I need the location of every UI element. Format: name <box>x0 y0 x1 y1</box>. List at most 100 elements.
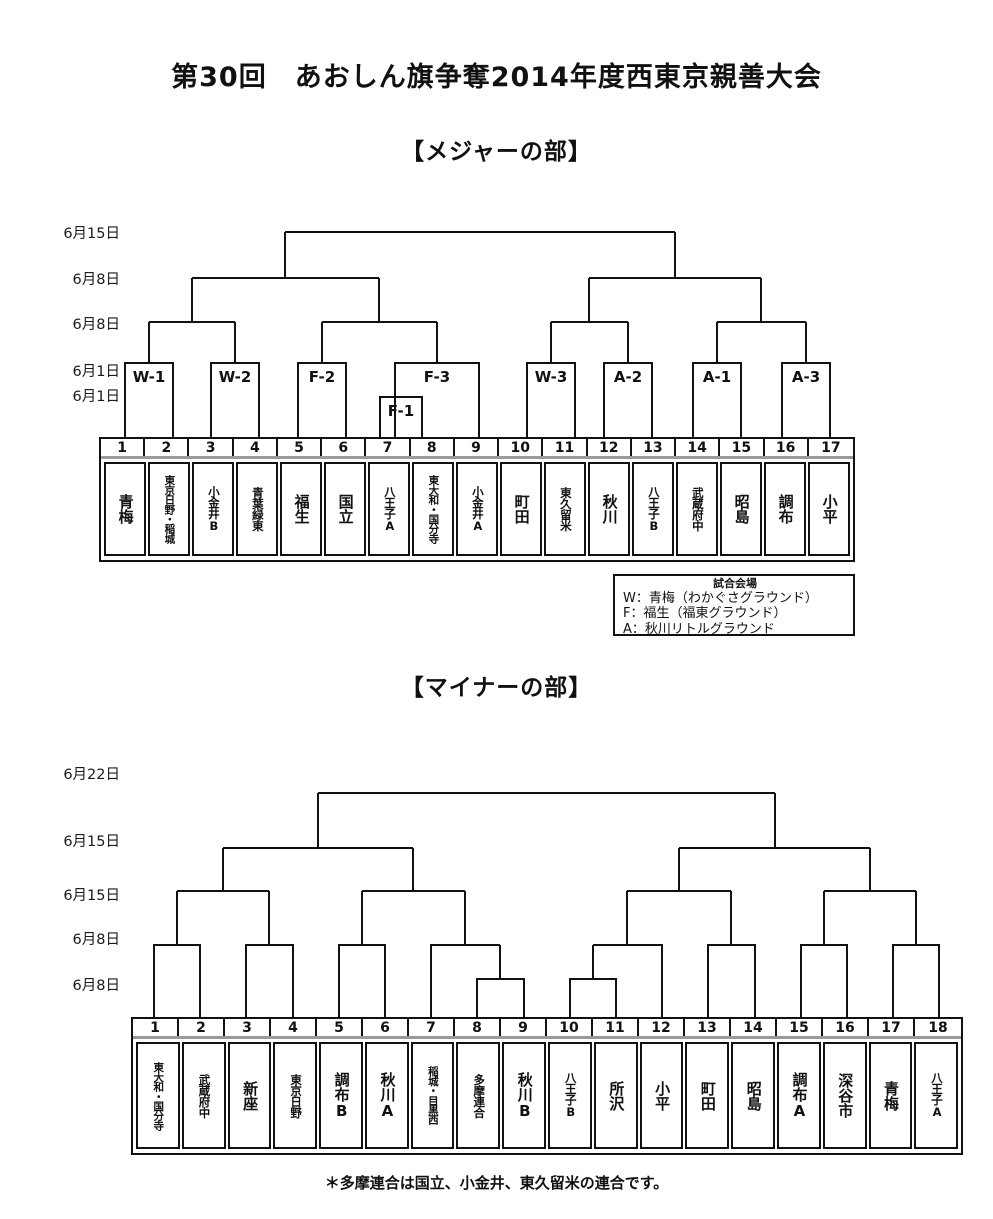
major-team-cell[interactable]: 東大和・国分寺 <box>412 462 454 556</box>
major-seed-number: 12 <box>588 439 632 456</box>
major-team-name: 小平 <box>820 494 839 524</box>
major-team-cell[interactable]: 昭島 <box>720 462 762 556</box>
major-date-label-1: 6月15日 <box>63 226 120 242</box>
minor-team-cell[interactable]: 八王子B <box>548 1042 592 1149</box>
major-team-name: 東京日野・稲城 <box>163 475 176 543</box>
major-team-cell[interactable]: 秋川 <box>588 462 630 556</box>
major-team-name: 福生 <box>292 494 311 524</box>
minor-team-name: 八王子A <box>930 1072 945 1119</box>
minor-date-label-4: 6月8日 <box>72 932 120 948</box>
major-team-cell[interactable]: 調布 <box>764 462 806 556</box>
minor-team-cell[interactable]: 稲城・目黒西 <box>410 1042 455 1149</box>
major-team-cell[interactable]: 武蔵府中 <box>676 462 718 556</box>
match-label-a2: A-2 <box>613 368 643 386</box>
major-team-name: 東大和・国分寺 <box>427 475 440 543</box>
major-seed-number: 16 <box>765 439 809 456</box>
major-team-name: 八王子B <box>646 485 661 533</box>
venue-line-a: A：秋川リトルグラウンド <box>623 621 775 637</box>
minor-team-cell[interactable]: 多摩連合 <box>456 1042 501 1149</box>
major-date-label-2: 6月8日 <box>72 272 120 288</box>
major-date-label-5: 6月1日 <box>72 389 120 405</box>
minor-date-label-3: 6月15日 <box>63 888 120 904</box>
major-section-title: 【メジャーの部】 <box>401 139 592 165</box>
major-date-label-4: 6月1日 <box>72 364 120 380</box>
venue-line-f: F：福生（福東グラウンド） <box>623 606 787 622</box>
venue-legend: 試合会場 W：青梅（わかぐさグラウンド） F：福生（福東グラウンド） A：秋川リ… <box>613 574 855 637</box>
match-label-a3: A-3 <box>791 368 821 386</box>
minor-team-name: 稲城・目黒西 <box>426 1066 439 1125</box>
major-team-name: 青梅 <box>116 494 135 524</box>
minor-seed-number: 14 <box>731 1019 777 1036</box>
major-team-cell[interactable]: 国立 <box>324 462 366 556</box>
minor-seed-number: 9 <box>501 1019 547 1036</box>
minor-team-cell[interactable]: 八王子A <box>914 1042 959 1149</box>
major-team-name: 青葉緑東 <box>250 487 265 531</box>
minor-team-cell[interactable]: 新座 <box>227 1042 272 1149</box>
venue-legend-title: 試合会場 <box>713 577 757 590</box>
minor-team-cell[interactable]: 武蔵府中 <box>181 1042 226 1149</box>
minor-team-cell[interactable]: 町田 <box>685 1042 730 1149</box>
major-team-cell[interactable]: 八王子A <box>368 462 410 556</box>
major-team-cell[interactable]: 町田 <box>500 462 542 556</box>
major-team-cell[interactable]: 小金井B <box>192 462 234 556</box>
major-team-name: 国立 <box>336 494 355 524</box>
minor-seed-number: 3 <box>225 1019 271 1036</box>
minor-team-name: 東京日野 <box>289 1073 304 1118</box>
minor-team-cell[interactable]: 調布B <box>319 1042 363 1149</box>
major-team-strip: 1 2 3 4 5 6 7 8 9 10 11 12 13 14 15 16 17 青梅 東京日野・稲城 小金井B 青… <box>99 437 855 562</box>
major-team-cell[interactable]: 青梅 <box>104 462 146 556</box>
major-bracket-lines <box>147 230 808 362</box>
major-team-cell[interactable]: 青葉緑東 <box>236 462 278 556</box>
minor-team-cell[interactable]: 昭島 <box>731 1042 775 1149</box>
minor-team-cell[interactable]: 小平 <box>639 1042 684 1149</box>
minor-seed-number: 18 <box>928 1019 948 1036</box>
major-team-cell[interactable]: 福生 <box>280 462 322 556</box>
minor-team-name: 調布A <box>790 1071 809 1120</box>
minor-team-name: 深谷市 <box>836 1073 855 1118</box>
major-seed-number-row: 1 2 3 4 5 6 7 8 9 10 11 12 13 14 15 16 17 <box>101 439 853 459</box>
major-team-cell[interactable]: 小金井A <box>456 462 498 556</box>
minor-team-name-row: 東大和・国分寺 武蔵府中 新座 東京日野 調布B 秋川A 稲城・目黒西 多摩連合 秋川B 八王子B… <box>133 1039 961 1153</box>
minor-team-name: 多摩連合 <box>472 1073 487 1118</box>
major-team-name: 昭島 <box>732 494 751 524</box>
minor-seed-number: 12 <box>639 1019 685 1036</box>
match-label-w1: W-1 <box>132 368 166 386</box>
minor-team-cell[interactable]: 秋川B <box>502 1042 547 1149</box>
minor-team-cell[interactable]: 東京日野 <box>273 1042 318 1149</box>
major-seed-number: 2 <box>145 439 190 456</box>
major-team-cell[interactable]: 八王子B <box>632 462 674 556</box>
minor-team-cell[interactable]: 東大和・国分寺 <box>136 1042 180 1149</box>
minor-seed-number: 17 <box>869 1019 915 1036</box>
minor-team-cell[interactable]: 青梅 <box>868 1042 913 1149</box>
major-team-name: 東久留米 <box>558 487 573 531</box>
major-team-name: 調布 <box>776 494 795 524</box>
major-seed-number: 10 <box>499 439 544 456</box>
major-seed-number: 17 <box>821 439 841 456</box>
major-team-name-row: 青梅 東京日野・稲城 小金井B 青葉緑東 福生 国立 八王子A 東大和・国分寺 小金井A 町田 東久… <box>101 459 853 560</box>
major-team-name: 武蔵府中 <box>690 487 705 531</box>
major-team-cell[interactable]: 小平 <box>808 462 850 556</box>
major-team-cell[interactable]: 東久留米 <box>544 462 586 556</box>
minor-team-cell[interactable]: 秋川A <box>364 1042 409 1149</box>
minor-section-title: 【マイナーの部】 <box>400 675 593 701</box>
page-title: 第30回 あおしん旗争奪2014年度西東京親善大会 <box>171 62 822 93</box>
major-seed-number: 8 <box>411 439 455 456</box>
minor-team-cell[interactable]: 所沢 <box>593 1042 638 1149</box>
minor-seed-number: 7 <box>409 1019 455 1036</box>
match-label-a1: A-1 <box>702 368 732 386</box>
match-label-f2: F-2 <box>308 368 336 386</box>
major-seed-number: 15 <box>720 439 765 456</box>
major-team-cell[interactable]: 東京日野・稲城 <box>148 462 190 556</box>
minor-team-name: 町田 <box>698 1080 717 1111</box>
minor-date-label-2: 6月15日 <box>63 834 120 850</box>
match-label-w2: W-2 <box>218 368 252 386</box>
minor-team-cell[interactable]: 調布A <box>776 1042 821 1149</box>
minor-seed-number: 16 <box>823 1019 869 1036</box>
minor-team-cell[interactable]: 深谷市 <box>822 1042 867 1149</box>
match-label-f3: F-3 <box>423 368 451 386</box>
major-seed-number: 4 <box>234 439 278 456</box>
minor-team-name: 東大和・国分寺 <box>152 1061 165 1130</box>
venue-line-w: W：青梅（わかぐさグラウンド） <box>623 590 818 606</box>
minor-seed-number: 13 <box>685 1019 731 1036</box>
